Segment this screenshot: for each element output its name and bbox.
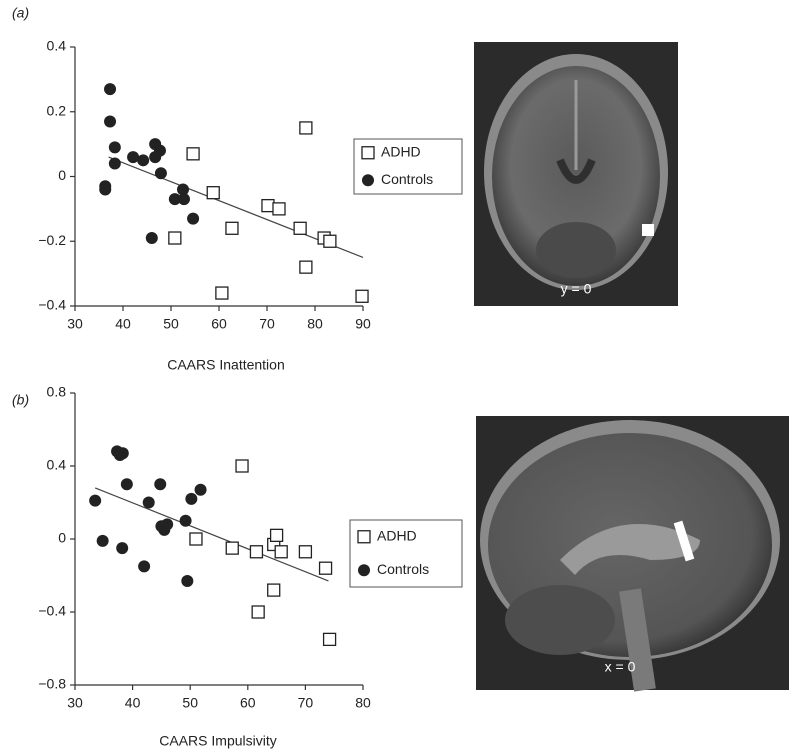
data-point [271, 529, 283, 541]
panel-label: (b) [12, 392, 29, 408]
data-point [109, 158, 121, 170]
x-tick-label: 90 [355, 316, 371, 332]
data-point [268, 584, 280, 596]
figure: (a) −0.4 −0.2 0 0.2 0.4 30 40 50 60 70 80 90 CAARS In… [0, 0, 791, 752]
legend-label: Controls [381, 171, 433, 187]
data-point [226, 222, 238, 234]
y-tick-label: −0.2 [38, 232, 66, 248]
image-label: x = 0 [605, 659, 636, 675]
data-point [275, 546, 287, 558]
y-tick-label: 0.8 [47, 384, 67, 400]
y-tick-label: 0.4 [47, 38, 67, 54]
data-point [97, 535, 109, 547]
data-point [324, 633, 336, 645]
x-tick-label: 50 [163, 316, 179, 332]
x-tick-label: 50 [182, 695, 198, 711]
y-tick-label: 0 [58, 530, 66, 546]
brain-image [474, 42, 678, 306]
legend-marker [358, 531, 370, 543]
panel-label: (a) [12, 5, 29, 21]
data-point [143, 497, 155, 509]
legend-label: ADHD [381, 143, 421, 159]
x-tick-label: 30 [67, 695, 83, 711]
legend-label: ADHD [377, 527, 417, 543]
trend-line [95, 488, 328, 581]
data-point [109, 141, 121, 153]
y-tick-label: 0.4 [47, 457, 67, 473]
data-point [117, 447, 129, 459]
legend-label: Controls [377, 561, 429, 577]
data-point [226, 542, 238, 554]
data-point [181, 575, 193, 587]
data-point [216, 287, 228, 299]
image-label: y = 0 [561, 281, 592, 297]
data-point [104, 83, 116, 95]
legend-marker [362, 174, 374, 186]
data-point [180, 515, 192, 527]
data-point [356, 290, 368, 302]
data-point [187, 148, 199, 160]
y-tick-label: 0.2 [47, 102, 67, 118]
x-tick-label: 70 [259, 316, 275, 332]
data-point [154, 478, 166, 490]
data-point [294, 222, 306, 234]
y-tick-label: −0.8 [38, 676, 66, 692]
data-point [116, 542, 128, 554]
x-tick-label: 60 [211, 316, 227, 332]
y-tick-label: 0 [58, 167, 66, 183]
data-point [89, 495, 101, 507]
data-point [161, 518, 173, 530]
data-point [320, 562, 332, 574]
x-tick-label: 30 [67, 316, 83, 332]
data-point [195, 484, 207, 496]
legend-marker [362, 147, 374, 159]
x-axis-label: CAARS Impulsivity [159, 733, 276, 749]
data-point [236, 460, 248, 472]
data-point [137, 154, 149, 166]
x-tick-label: 60 [240, 695, 256, 711]
data-point [207, 187, 219, 199]
data-point [324, 235, 336, 247]
y-tick-label: −0.4 [38, 297, 66, 313]
data-point [169, 232, 181, 244]
x-tick-label: 40 [125, 695, 141, 711]
data-point [121, 478, 133, 490]
data-point [187, 213, 199, 225]
brain-image [476, 416, 789, 690]
data-point [146, 232, 158, 244]
data-point [299, 546, 311, 558]
y-tick-label: −0.4 [38, 603, 66, 619]
data-point [250, 546, 262, 558]
data-point [178, 193, 190, 205]
data-point [138, 560, 150, 572]
data-point [300, 122, 312, 134]
data-point [273, 203, 285, 215]
x-tick-label: 80 [307, 316, 323, 332]
x-tick-label: 80 [355, 695, 371, 711]
data-point [99, 183, 111, 195]
x-tick-label: 70 [298, 695, 314, 711]
data-point [154, 145, 166, 157]
data-point [185, 493, 197, 505]
data-point [252, 606, 264, 618]
legend-marker [358, 564, 370, 576]
data-point [190, 533, 202, 545]
data-point [300, 261, 312, 273]
data-point [104, 115, 116, 127]
data-point [155, 167, 167, 179]
data-point [262, 200, 274, 212]
x-tick-label: 40 [115, 316, 131, 332]
x-axis-label: CAARS Inattention [167, 357, 285, 373]
